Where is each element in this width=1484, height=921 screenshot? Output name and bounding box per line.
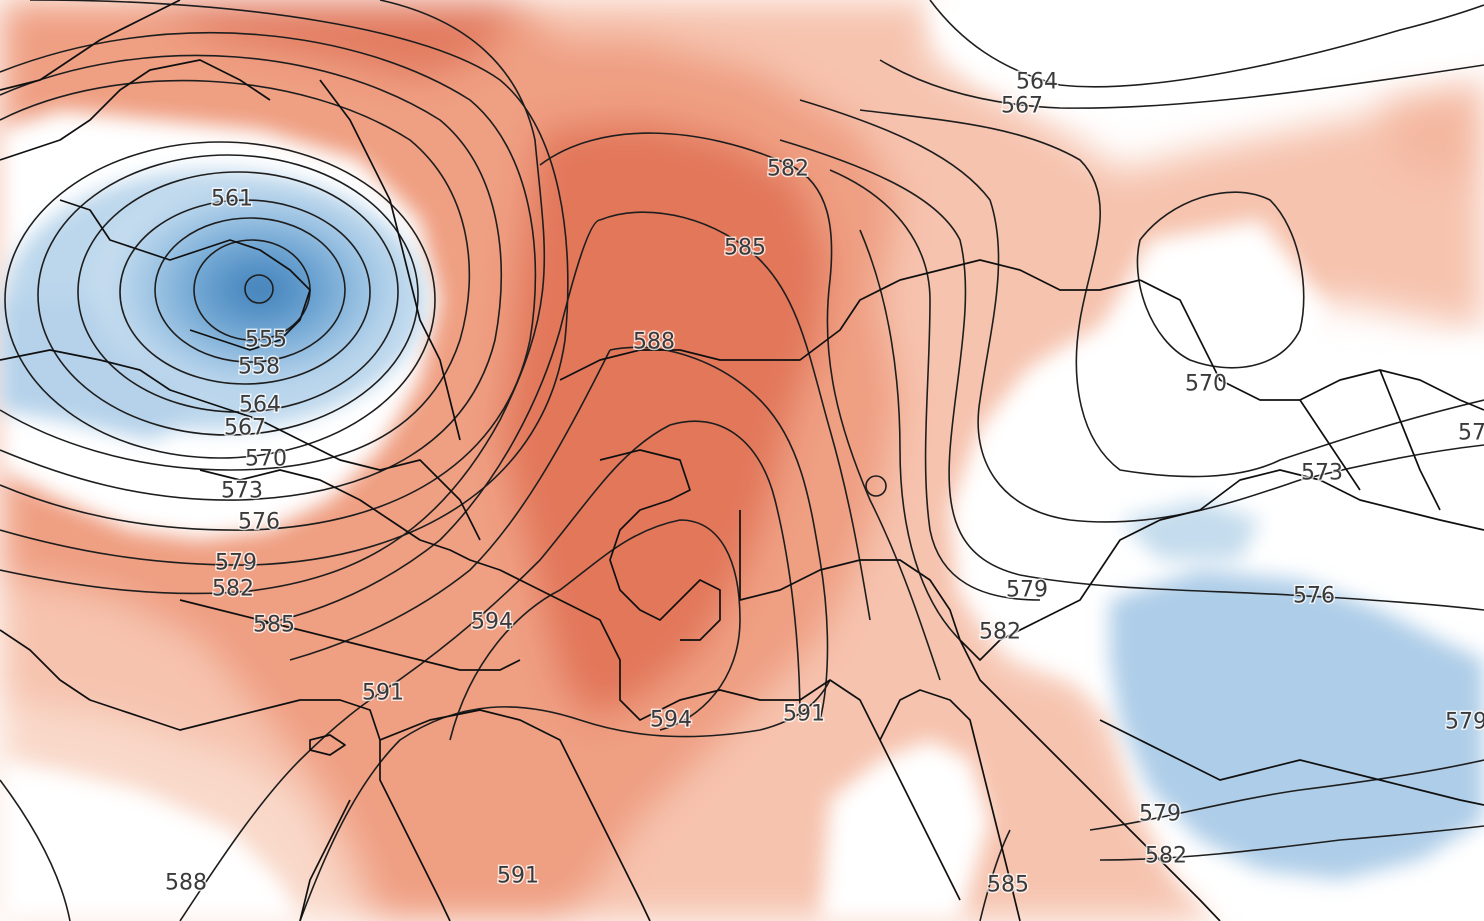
contour-label: 579	[215, 551, 257, 576]
cold-anomaly-east	[1110, 570, 1484, 880]
contour-label: 579	[1139, 802, 1181, 827]
coastline-black-sea	[199, 469, 521, 581]
contour-582-north	[539, 132, 941, 681]
contour-585-se	[979, 829, 1011, 921]
coastline-baltic	[59, 199, 311, 351]
warm-anomaly-strong	[500, 120, 830, 720]
contour-label: 585	[987, 873, 1029, 898]
contour-label: 588	[165, 871, 207, 896]
contour-570	[0, 79, 471, 471]
contour-label: 582	[767, 157, 809, 182]
contour-582	[0, 0, 546, 595]
border-himalaya	[959, 639, 1221, 921]
contour-label: 582	[979, 620, 1021, 645]
contour-label: 555	[245, 328, 287, 353]
border-china	[1039, 469, 1484, 621]
warm-anomaly-north	[140, 0, 520, 80]
warm-anomaly-east	[1380, 80, 1484, 180]
contour-573	[0, 54, 502, 501]
contour-label: 567	[224, 416, 266, 441]
border-india	[879, 689, 1021, 921]
contour-585	[599, 211, 871, 621]
contour-labels: 561 555 558 564 567 570 573 576 579 582 …	[164, 68, 1484, 899]
contour-570-ne	[859, 109, 1484, 478]
contour-label: 582	[1145, 844, 1187, 869]
coastline-red-sea	[299, 799, 351, 921]
contour-585-west	[259, 219, 601, 626]
contour-label: 573	[221, 479, 263, 504]
contour-label: 585	[724, 236, 766, 261]
cold-anomaly-east-north	[1120, 500, 1260, 560]
contour-label: 588	[633, 330, 675, 355]
contour-576	[0, 31, 537, 531]
contour-567-ne	[879, 59, 1484, 109]
contour-small-closed	[865, 475, 887, 497]
contour-label: 579	[1445, 710, 1484, 735]
contour-573-east	[799, 99, 1484, 523]
contour-564-ne	[929, 0, 1484, 88]
contour-label: 579	[1006, 578, 1048, 603]
coastline-scandinavia	[0, 0, 271, 161]
contour-label: 591	[783, 702, 825, 727]
neutral-patch-southwest	[0, 760, 300, 921]
contour-579	[0, 0, 569, 566]
border-tibet	[1099, 719, 1484, 806]
contour-555	[154, 217, 346, 363]
coastline-mediterranean	[0, 629, 451, 921]
contour-582-east	[859, 229, 961, 641]
contour-label: 567	[1001, 94, 1043, 119]
contour-low-center	[244, 274, 274, 304]
contour-label: 576	[238, 510, 280, 535]
contour-570-closed	[1136, 191, 1305, 369]
border-russia-west	[319, 79, 461, 441]
contour-label: 594	[471, 610, 513, 635]
contour-label: 585	[253, 613, 295, 638]
border-arabia	[379, 709, 651, 921]
border-kazakhstan	[559, 259, 1141, 381]
border-iran	[519, 579, 961, 901]
contour-label: 570	[1185, 372, 1227, 397]
neutral-patch-northeast	[930, 0, 1484, 110]
contour-588-south	[179, 699, 371, 921]
contour-label: 57	[1458, 421, 1484, 446]
coastline-turkey	[179, 599, 521, 671]
border-east-china	[1299, 369, 1441, 511]
contour-label: 582	[212, 577, 254, 602]
contour-far-west	[0, 779, 71, 921]
border-east-europe	[0, 349, 481, 541]
contour-label: 591	[497, 864, 539, 889]
contour-label: 564	[239, 393, 281, 418]
contour-label: 564	[1016, 70, 1058, 95]
contour-558	[119, 199, 371, 385]
contour-576-east	[779, 139, 1484, 611]
contour-label: 573	[1301, 461, 1343, 486]
cold-anomaly-west	[0, 300, 200, 440]
border-cyprus	[309, 734, 346, 756]
contour-label: 561	[211, 187, 253, 212]
contour-label: 576	[1293, 584, 1335, 609]
contour-591-inner	[369, 420, 801, 721]
border-central-asia	[739, 510, 1041, 661]
contour-588-west	[289, 349, 611, 661]
contour-594	[449, 519, 741, 741]
contour-label: 558	[238, 355, 280, 380]
contour-588	[609, 346, 829, 721]
coastline-caspian	[599, 449, 721, 641]
contour-591-south	[299, 679, 831, 921]
contour-label: 591	[362, 681, 404, 706]
contour-567	[4, 141, 436, 459]
contour-579-se	[1089, 759, 1484, 831]
contour-564	[37, 154, 419, 436]
contour-label: 594	[650, 708, 692, 733]
contour-582-se	[1099, 825, 1484, 861]
contour-label: 570	[245, 447, 287, 472]
contour-579-east	[829, 169, 1041, 601]
